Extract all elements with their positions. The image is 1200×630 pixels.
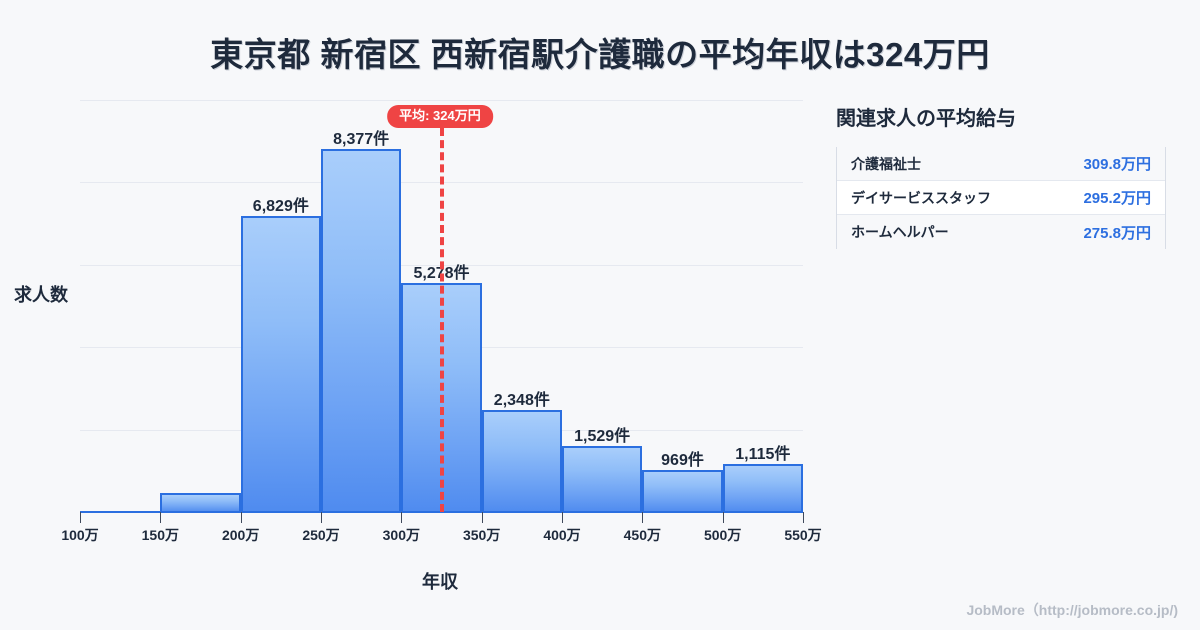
- related-job-value: 309.8万円: [1083, 156, 1151, 173]
- x-tick-label: 550万: [784, 527, 822, 543]
- x-tick-mark: [722, 512, 724, 523]
- x-tick-mark: [562, 512, 563, 523]
- bar-rect: [722, 463, 803, 512]
- page-title: 東京都 新宿区 西新宿駅介護職の平均年収は324万円: [210, 36, 990, 73]
- x-tick-mark: [240, 512, 242, 523]
- bar-4: [321, 100, 402, 512]
- bar-1: [80, 100, 160, 512]
- related-job-name: ホームヘルパー: [851, 224, 949, 240]
- bar-2: [160, 100, 241, 512]
- related-jobs-table: 介護福祉士 309.8万円デイサービススタッフ 295.2万円ホームヘルパー 275.…: [836, 147, 1166, 249]
- bar-7: [562, 100, 643, 512]
- related-job-row: 介護福祉士 309.8万円: [837, 147, 1165, 181]
- bar-value-label: 8,377件: [333, 130, 390, 148]
- watermark: JobMore（http://jobmore.co.jp/): [966, 602, 1178, 618]
- x-tick-mark: [80, 512, 81, 523]
- bar-9: [722, 100, 803, 512]
- x-tick-label: 450万: [623, 527, 662, 543]
- bar-8: [642, 100, 723, 512]
- x-tick-mark: [160, 512, 162, 523]
- bar-value-label: 1,115件: [735, 445, 791, 463]
- related-jobs-title: 関連求人の平均給与: [836, 108, 1016, 130]
- bar-rect: [160, 493, 241, 512]
- x-tick-label: 200万: [221, 527, 260, 543]
- x-tick-label: 300万: [382, 527, 421, 543]
- related-job-row: デイサービススタッフ 295.2万円: [837, 181, 1165, 215]
- x-tick-label: 350万: [462, 527, 501, 543]
- related-job-name: 介護福祉士: [851, 155, 921, 172]
- related-job-name: デイサービススタッフ: [851, 189, 991, 206]
- average-badge: 平均: 324万円: [387, 105, 493, 128]
- related-job-value: 275.8万円: [1083, 224, 1151, 242]
- related-job-row: ホームヘルパー 275.8万円: [837, 215, 1165, 249]
- related-jobs-panel: 関連求人の平均給与 介護福祉士 309.8万円デイサービススタッフ 295.2万円ホ…: [836, 102, 1166, 249]
- x-tick-label: 500万: [703, 527, 742, 543]
- bar-value-label: 969件: [661, 451, 704, 469]
- bar-rect: [481, 410, 562, 512]
- bar-value-label: 2,348件: [493, 392, 550, 410]
- average-vline: [439, 128, 444, 512]
- x-axis-line: [80, 511, 803, 513]
- bar-3: [240, 100, 321, 512]
- x-tick-label: 150万: [141, 527, 180, 543]
- bar-6: [481, 100, 562, 512]
- gridline: [80, 100, 803, 101]
- bar-rect: [642, 469, 723, 512]
- x-tick-label: 250万: [302, 527, 340, 543]
- x-tick-mark: [401, 512, 403, 523]
- x-tick-label: 400万: [543, 527, 581, 543]
- x-tick-mark: [321, 512, 322, 523]
- x-tick-mark: [803, 512, 804, 523]
- related-job-value: 295.2万円: [1083, 190, 1151, 207]
- x-tick-label: 100万: [61, 527, 99, 543]
- x-axis-title: 年収: [422, 572, 458, 592]
- bar-rect: [240, 215, 321, 512]
- x-tick-mark: [642, 512, 644, 523]
- bar-value-label: 1,529件: [574, 427, 631, 445]
- y-axis-title: 求人数: [14, 285, 68, 305]
- bar-rect: [562, 445, 643, 512]
- x-tick-mark: [481, 512, 483, 523]
- bar-rect: [321, 148, 402, 512]
- bar-value-label: 6,829件: [252, 197, 309, 215]
